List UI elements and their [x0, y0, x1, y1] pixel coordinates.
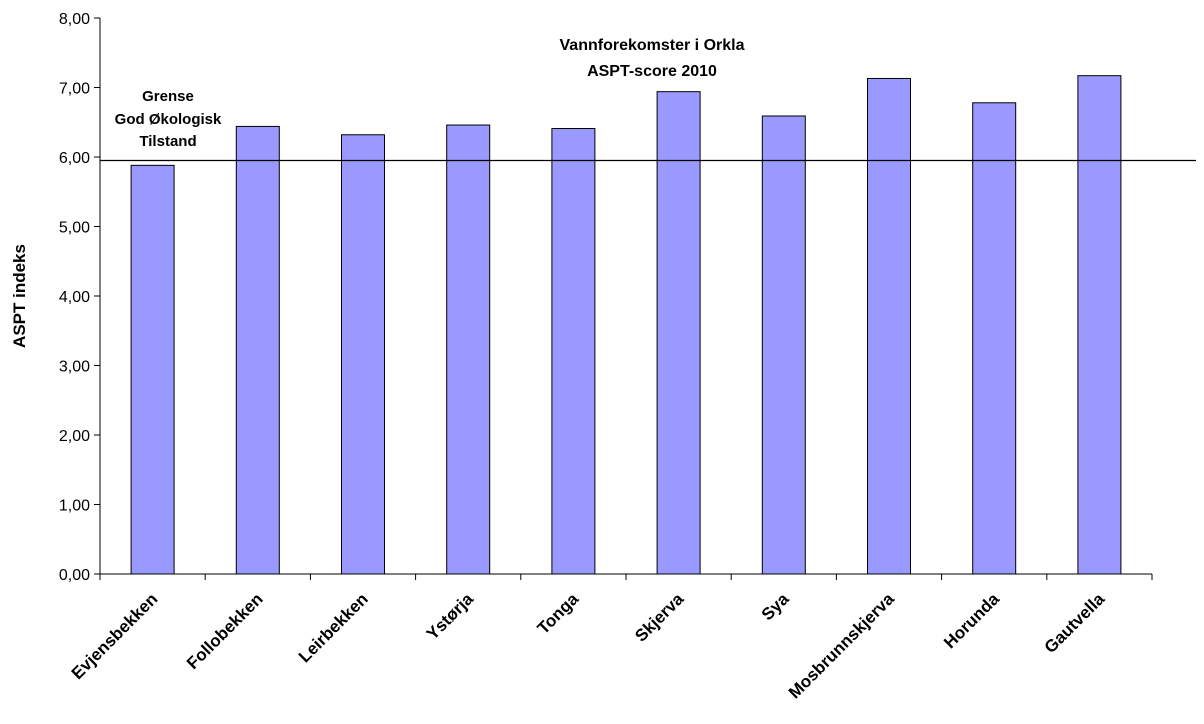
bar: [867, 77, 911, 575]
bar: [130, 164, 175, 575]
reference-label-line-2: God Økologisk: [115, 111, 222, 128]
reference-label-line-1: Grense: [142, 88, 194, 105]
x-category-label: Sya: [758, 589, 793, 624]
x-category-label: Mosbrunnskjerva: [785, 589, 898, 702]
axes: [99, 18, 1153, 580]
x-category-label: Leirbekken: [295, 589, 372, 666]
bar: [656, 91, 701, 575]
bar: [446, 124, 491, 575]
chart-title: Vannforekomster i Orkla ASPT-score 2010: [560, 37, 745, 80]
reference-line-label: Grense God Økologisk Tilstand: [115, 88, 222, 150]
bar: [235, 125, 280, 575]
y-tick-label: 3,00: [59, 359, 90, 376]
x-category-label: Skjerva: [631, 589, 688, 646]
y-tick-label: 1,00: [59, 498, 90, 515]
x-category-label: Ystørja: [423, 589, 478, 644]
y-tick-label: 7,00: [59, 81, 90, 98]
y-tick-label: 6,00: [59, 150, 90, 167]
y-tick-label: 5,00: [59, 220, 90, 237]
x-category-label: Tonga: [534, 589, 583, 638]
reference-label-line-3: Tilstand: [139, 133, 196, 150]
bar: [761, 115, 806, 575]
x-category-label: Horunda: [940, 589, 1003, 652]
bar: [341, 134, 385, 575]
x-category-label: Gautvella: [1041, 589, 1109, 657]
y-tick-label: 8,00: [59, 11, 90, 28]
chart-title-line-1: Vannforekomster i Orkla: [560, 37, 745, 54]
bar: [972, 102, 1017, 575]
x-axis-labels: Evjensbekken Follobekken Leirbekken Ystørja…: [68, 589, 1109, 702]
bars: [130, 75, 1122, 575]
chart-title-line-2: ASPT-score 2010: [587, 63, 717, 80]
y-axis-ticks: 0,00 1,00 2,00 3,00 4,00 5,00 6,00 7,00 8,00: [59, 11, 100, 584]
y-tick-label: 0,00: [59, 567, 90, 584]
y-axis-title: ASPT indeks: [10, 244, 29, 348]
bar: [1077, 75, 1122, 575]
x-category-label: Evjensbekken: [68, 589, 162, 683]
x-category-label: Follobekken: [183, 589, 267, 673]
y-tick-label: 2,00: [59, 428, 90, 445]
y-tick-label: 4,00: [59, 289, 90, 306]
bar: [551, 128, 596, 575]
